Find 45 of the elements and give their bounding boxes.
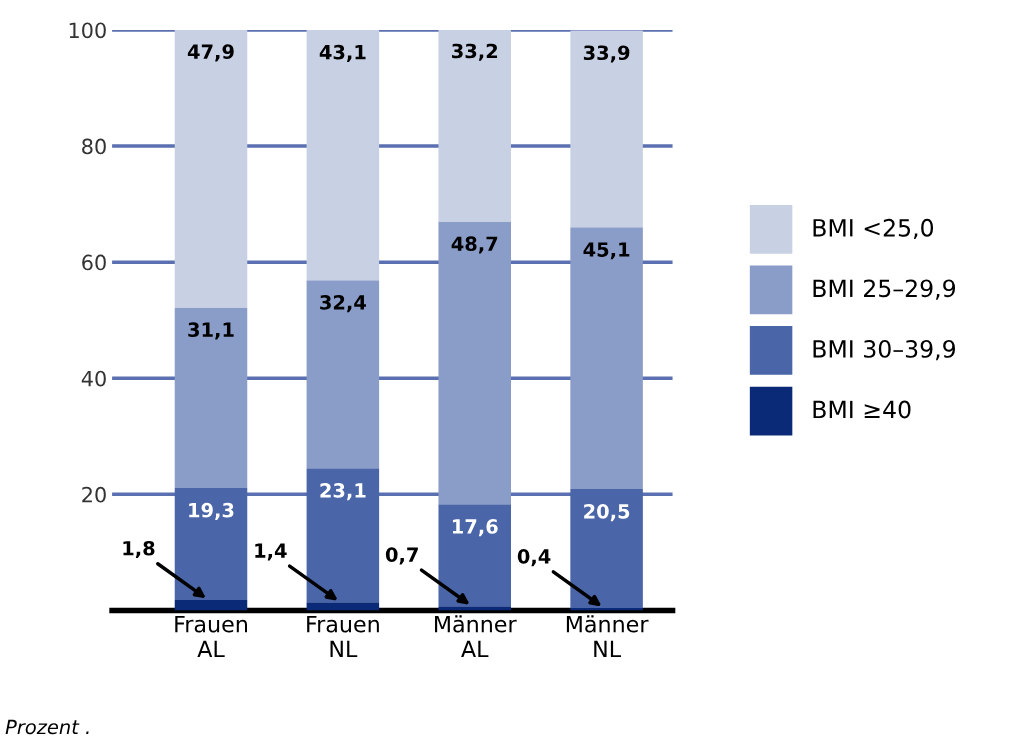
data-label: 23,1 xyxy=(320,483,366,501)
data-label: 48,7 xyxy=(451,236,498,254)
x-tick-label: Frauen NL xyxy=(307,615,379,658)
bar xyxy=(570,489,643,609)
y-tick-label: 40 xyxy=(81,370,106,387)
bar xyxy=(438,29,511,222)
bar xyxy=(306,29,380,281)
data-label: 47,9 xyxy=(187,44,234,62)
y-tick-label: 80 xyxy=(82,138,106,155)
bar xyxy=(570,227,643,490)
legend-label: BMI 25–29,9 xyxy=(813,279,956,300)
data-label: 33,2 xyxy=(452,43,498,61)
data-label: 45,1 xyxy=(583,242,630,260)
bar xyxy=(438,606,511,611)
data-label: 17,6 xyxy=(452,519,498,537)
data-label: 33,9 xyxy=(583,45,630,63)
bar xyxy=(306,602,380,611)
data-label: 1,8 xyxy=(123,540,155,559)
text: Prozent . xyxy=(5,719,89,735)
bar xyxy=(438,221,511,505)
y-tick-label: 20 xyxy=(82,486,106,503)
data-label: 31,1 xyxy=(188,322,234,340)
x-tick-label: Männer AL xyxy=(435,615,517,658)
data-label: 0,4 xyxy=(517,549,551,567)
bar xyxy=(306,280,380,469)
legend-label: BMI 30–39,9 xyxy=(813,339,956,361)
data-label: 32,4 xyxy=(320,295,366,313)
bar xyxy=(306,468,380,603)
data-label: 0,7 xyxy=(385,547,418,565)
bar xyxy=(174,307,248,488)
bar xyxy=(174,29,248,308)
legend-label: BMI <25,0 xyxy=(813,218,934,240)
bar xyxy=(570,30,643,228)
data-label: 43,1 xyxy=(319,44,366,63)
y-tick-label: 60 xyxy=(82,254,106,271)
data-label: 20,5 xyxy=(584,503,630,522)
bar xyxy=(438,504,511,607)
legend-label: BMI ≥40 xyxy=(813,400,911,419)
x-tick-label: Männer NL xyxy=(566,615,649,658)
bar xyxy=(174,599,248,611)
data-label: 19,3 xyxy=(189,502,234,520)
bar xyxy=(174,487,248,600)
x-tick-label: Frauen AL xyxy=(175,615,247,658)
data-label: 1,4 xyxy=(255,543,287,561)
y-tick-label: 100 xyxy=(69,22,106,39)
